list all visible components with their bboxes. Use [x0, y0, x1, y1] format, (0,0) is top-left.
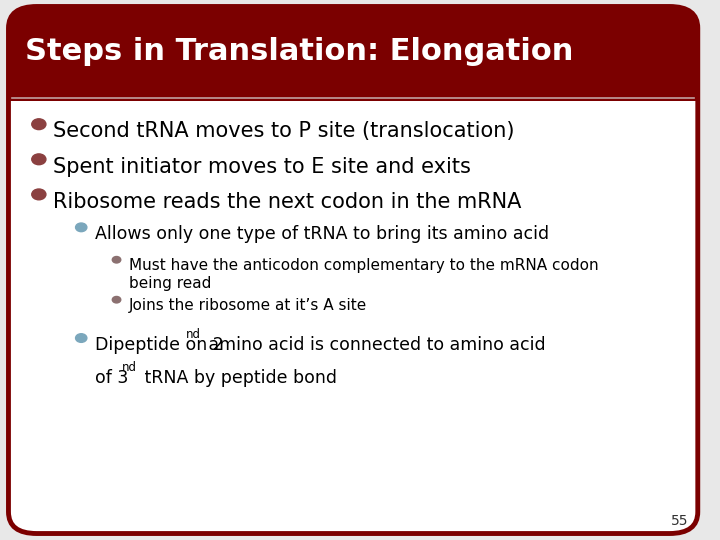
Circle shape [76, 334, 87, 342]
Text: of 3: of 3 [95, 369, 129, 387]
Text: Must have the anticodon complementary to the mRNA codon
being read: Must have the anticodon complementary to… [130, 258, 599, 291]
Text: nd: nd [122, 361, 138, 374]
Circle shape [112, 256, 121, 263]
Text: Dipeptide on 2: Dipeptide on 2 [95, 336, 224, 354]
Circle shape [112, 296, 121, 303]
Text: Joins the ribosome at it’s A site: Joins the ribosome at it’s A site [130, 298, 367, 313]
FancyBboxPatch shape [9, 6, 698, 534]
Text: nd: nd [186, 328, 201, 341]
Bar [9, 68, 698, 101]
Text: Allows only one type of tRNA to bring its amino acid: Allows only one type of tRNA to bring it… [95, 225, 549, 243]
Circle shape [76, 223, 87, 232]
Text: tRNA by peptide bond: tRNA by peptide bond [139, 369, 337, 387]
FancyBboxPatch shape [9, 6, 698, 101]
Text: Second tRNA moves to P site (translocation): Second tRNA moves to P site (translocati… [53, 122, 515, 141]
Text: 55: 55 [671, 514, 688, 528]
Circle shape [32, 189, 46, 200]
Text: Ribosome reads the next codon in the mRNA: Ribosome reads the next codon in the mRN… [53, 192, 521, 212]
Circle shape [32, 119, 46, 130]
Text: Steps in Translation: Elongation: Steps in Translation: Elongation [24, 37, 573, 66]
Text: Spent initiator moves to E site and exits: Spent initiator moves to E site and exit… [53, 157, 471, 177]
Text: amino acid is connected to amino acid: amino acid is connected to amino acid [203, 336, 545, 354]
Circle shape [32, 154, 46, 165]
